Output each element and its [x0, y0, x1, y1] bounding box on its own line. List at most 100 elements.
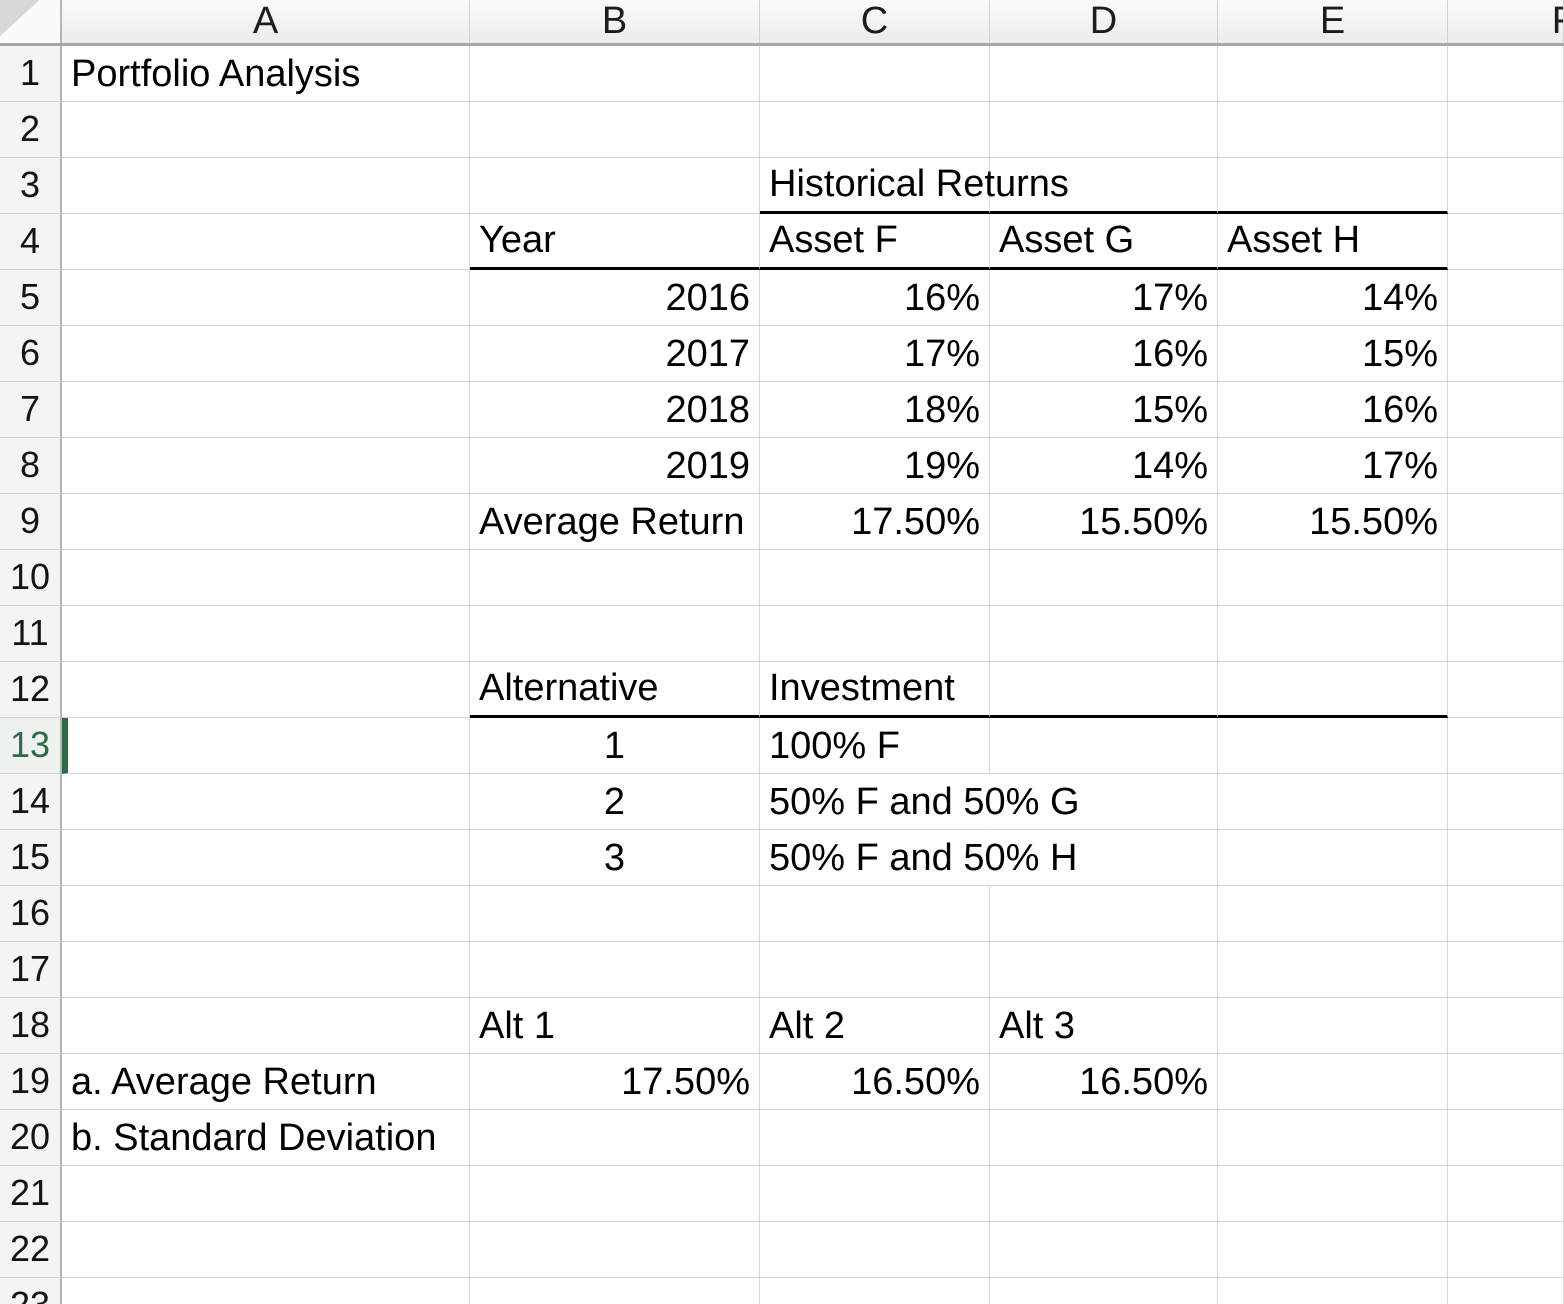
cell-D18[interactable]: Alt 3: [990, 998, 1218, 1054]
cell-F4[interactable]: [1448, 214, 1564, 270]
row-header-2[interactable]: 2: [0, 102, 62, 158]
cell-D9[interactable]: 15.50%: [990, 494, 1218, 550]
cell-E1[interactable]: [1218, 46, 1448, 102]
cell-C19[interactable]: 16.50%: [760, 1054, 990, 1110]
row-header-1[interactable]: 1: [0, 46, 62, 102]
cell-C7[interactable]: 18%: [760, 382, 990, 438]
cell-F19[interactable]: [1448, 1054, 1564, 1110]
cell-E15[interactable]: [1218, 830, 1448, 886]
cell-D19[interactable]: 16.50%: [990, 1054, 1218, 1110]
row-header-14[interactable]: 14: [0, 774, 62, 830]
cell-C6[interactable]: 17%: [760, 326, 990, 382]
cell-E19[interactable]: [1218, 1054, 1448, 1110]
cell-C15[interactable]: 50% F and 50% H: [760, 830, 1077, 886]
cell-B10[interactable]: [470, 550, 760, 606]
cell-A2[interactable]: [62, 102, 470, 158]
cell-E4[interactable]: Asset H: [1218, 214, 1448, 270]
cell-C11[interactable]: [760, 606, 990, 662]
row-header-17[interactable]: 17: [0, 942, 62, 998]
cell-C14[interactable]: 50% F and 50% G: [760, 774, 1080, 830]
row-header-21[interactable]: 21: [0, 1166, 62, 1222]
cell-D7[interactable]: 15%: [990, 382, 1218, 438]
cell-F18[interactable]: [1448, 998, 1564, 1054]
cell-E5[interactable]: 14%: [1218, 270, 1448, 326]
row-header-15[interactable]: 15: [0, 830, 62, 886]
cell-B14[interactable]: 2: [470, 774, 760, 830]
cell-D4[interactable]: Asset G: [990, 214, 1218, 270]
cell-F16[interactable]: [1448, 886, 1564, 942]
cell-D22[interactable]: [990, 1222, 1218, 1278]
cell-A3[interactable]: [62, 158, 470, 214]
cell-F23[interactable]: [1448, 1278, 1564, 1304]
cell-E21[interactable]: [1218, 1166, 1448, 1222]
cell-B16[interactable]: [470, 886, 760, 942]
row-header-12[interactable]: 12: [0, 662, 62, 718]
row-header-7[interactable]: 7: [0, 382, 62, 438]
cell-F14[interactable]: [1448, 774, 1564, 830]
cell-A14[interactable]: [62, 774, 470, 830]
cell-B7[interactable]: 2018: [470, 382, 760, 438]
cell-C1[interactable]: [760, 46, 990, 102]
cell-C9[interactable]: 17.50%: [760, 494, 990, 550]
cell-C3[interactable]: Historical Returns: [760, 158, 1069, 214]
cell-A17[interactable]: [62, 942, 470, 998]
row-header-9[interactable]: 9: [0, 494, 62, 550]
cell-F12[interactable]: [1448, 662, 1564, 718]
row-header-22[interactable]: 22: [0, 1222, 62, 1278]
cell-A20[interactable]: b. Standard Deviation: [62, 1110, 470, 1166]
cell-A22[interactable]: [62, 1222, 470, 1278]
cell-D21[interactable]: [990, 1166, 1218, 1222]
cell-F8[interactable]: [1448, 438, 1564, 494]
cell-C22[interactable]: [760, 1222, 990, 1278]
cell-A13[interactable]: [62, 718, 470, 774]
cell-F2[interactable]: [1448, 102, 1564, 158]
cell-C5[interactable]: 16%: [760, 270, 990, 326]
cell-B23[interactable]: [470, 1278, 760, 1304]
cell-B19[interactable]: 17.50%: [470, 1054, 760, 1110]
row-header-11[interactable]: 11: [0, 606, 62, 662]
column-header-A[interactable]: A: [62, 0, 470, 43]
row-header-20[interactable]: 20: [0, 1110, 62, 1166]
row-header-8[interactable]: 8: [0, 438, 62, 494]
cell-A9[interactable]: [62, 494, 470, 550]
cell-A15[interactable]: [62, 830, 470, 886]
cell-D17[interactable]: [990, 942, 1218, 998]
column-header-F[interactable]: F: [1448, 0, 1564, 43]
cell-B2[interactable]: [470, 102, 760, 158]
cell-F15[interactable]: [1448, 830, 1564, 886]
cell-B20[interactable]: [470, 1110, 760, 1166]
cell-F20[interactable]: [1448, 1110, 1564, 1166]
row-header-23[interactable]: 23: [0, 1278, 62, 1304]
cell-D6[interactable]: 16%: [990, 326, 1218, 382]
cell-A8[interactable]: [62, 438, 470, 494]
cell-C16[interactable]: [760, 886, 990, 942]
cell-B1[interactable]: [470, 46, 760, 102]
cell-E17[interactable]: [1218, 942, 1448, 998]
cell-E6[interactable]: 15%: [1218, 326, 1448, 382]
cell-C17[interactable]: [760, 942, 990, 998]
row-header-16[interactable]: 16: [0, 886, 62, 942]
cell-A21[interactable]: [62, 1166, 470, 1222]
cell-E11[interactable]: [1218, 606, 1448, 662]
cell-B9[interactable]: Average Return: [470, 494, 760, 550]
cell-C2[interactable]: [760, 102, 990, 158]
cell-D14[interactable]: [990, 774, 1218, 830]
cell-D15[interactable]: [990, 830, 1218, 886]
cell-F5[interactable]: [1448, 270, 1564, 326]
cell-A1[interactable]: Portfolio Analysis: [62, 46, 470, 102]
row-header-6[interactable]: 6: [0, 326, 62, 382]
cell-F21[interactable]: [1448, 1166, 1564, 1222]
cell-E16[interactable]: [1218, 886, 1448, 942]
cell-F6[interactable]: [1448, 326, 1564, 382]
cell-A5[interactable]: [62, 270, 470, 326]
cell-B15[interactable]: 3: [470, 830, 760, 886]
cell-C4[interactable]: Asset F: [760, 214, 990, 270]
cell-D20[interactable]: [990, 1110, 1218, 1166]
cell-D23[interactable]: [990, 1278, 1218, 1304]
cell-E8[interactable]: 17%: [1218, 438, 1448, 494]
cell-D8[interactable]: 14%: [990, 438, 1218, 494]
cell-F13[interactable]: [1448, 718, 1564, 774]
row-header-5[interactable]: 5: [0, 270, 62, 326]
row-header-19[interactable]: 19: [0, 1054, 62, 1110]
cell-A23[interactable]: [62, 1278, 470, 1304]
